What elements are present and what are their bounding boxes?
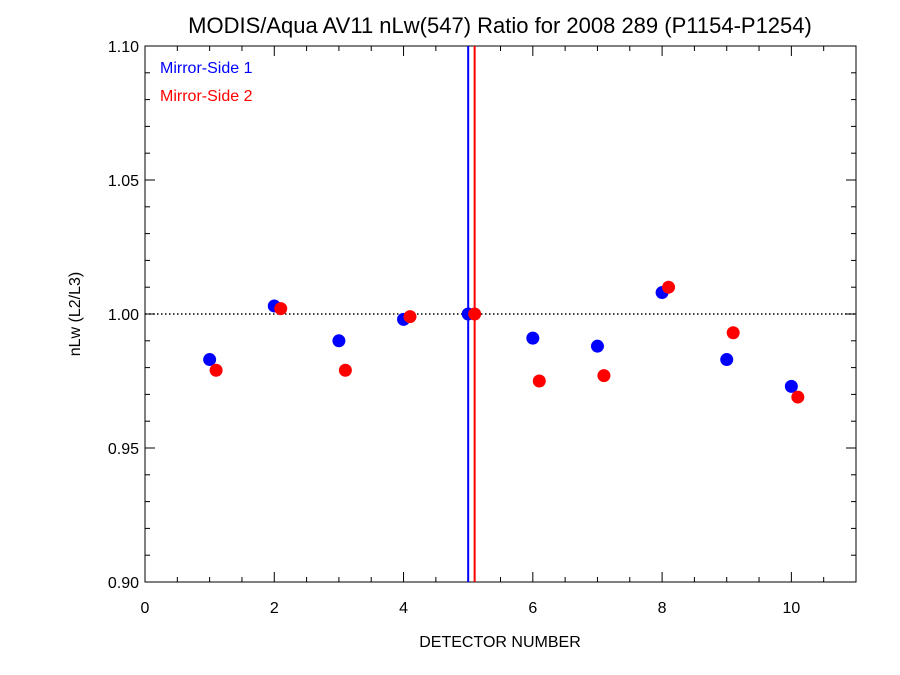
y-tick-label: 0.90 — [108, 575, 139, 592]
y-tick-label: 1.05 — [108, 173, 139, 190]
y-tick-label: 1.00 — [108, 307, 139, 324]
legend-series-2: Mirror-Side 2 — [160, 88, 253, 105]
data-point-series-2 — [338, 363, 352, 377]
x-axis-title: DETECTOR NUMBER — [419, 634, 581, 651]
data-point-series-1 — [720, 353, 734, 367]
x-tick-label: 6 — [528, 600, 537, 617]
data-point-series-1 — [784, 379, 798, 393]
x-tick-label: 4 — [399, 600, 408, 617]
x-tick-label: 8 — [658, 600, 667, 617]
data-point-series-2 — [597, 369, 611, 383]
y-axis-title: nLw (L2/L3) — [67, 272, 84, 357]
data-point-series-2 — [726, 326, 740, 340]
data-point-series-1 — [203, 353, 217, 367]
data-point-series-2 — [209, 363, 223, 377]
data-point-series-1 — [590, 339, 604, 353]
data-points — [203, 280, 805, 404]
data-point-series-2 — [662, 280, 676, 294]
y-tick-label: 1.10 — [108, 39, 139, 56]
x-tick-label: 2 — [270, 600, 279, 617]
y-tick-labels: 0.90 0.95 1.00 1.05 1.10 — [108, 39, 139, 592]
data-point-series-2 — [274, 302, 288, 316]
x-tick-labels: 0 2 4 6 8 10 — [141, 600, 801, 617]
data-point-series-1 — [332, 334, 346, 348]
data-point-series-2 — [532, 374, 546, 388]
data-point-series-2 — [468, 307, 482, 321]
data-point-series-2 — [791, 390, 805, 404]
y-tick-label: 0.95 — [108, 441, 139, 458]
x-tick-label: 0 — [141, 600, 150, 617]
legend-series-1: Mirror-Side 1 — [160, 60, 253, 77]
data-point-series-2 — [403, 310, 417, 324]
chart-title: MODIS/Aqua AV11 nLw(547) Ratio for 2008 … — [188, 13, 812, 38]
data-point-series-1 — [526, 331, 540, 345]
x-tick-label: 10 — [782, 600, 800, 617]
